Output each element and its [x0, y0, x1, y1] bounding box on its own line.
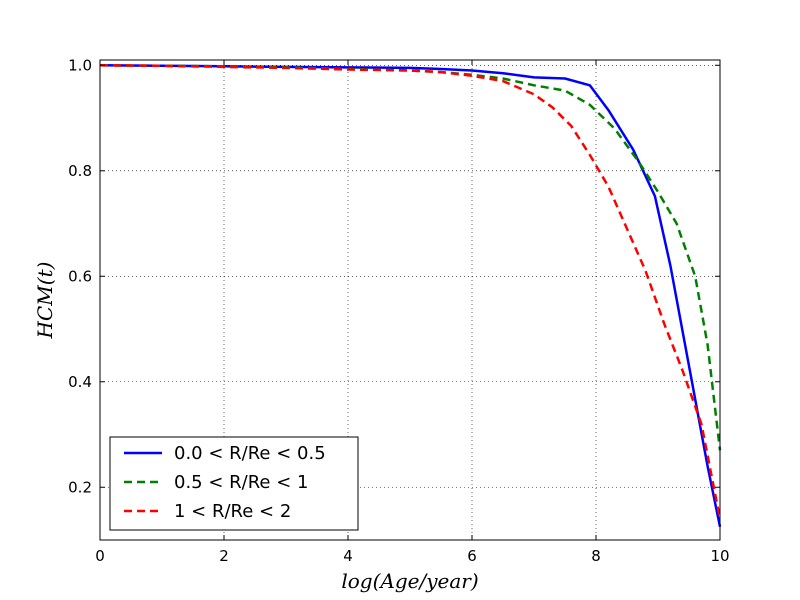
legend-label-1: 0.0 < R/Re < 0.5: [174, 443, 326, 464]
axis-labels: log(Age/year) HCM(t): [33, 262, 479, 593]
plot-area-frame: [99, 59, 721, 541]
y-tick-label: 0.8: [68, 162, 92, 180]
legend-label-2: 0.5 < R/Re < 1: [174, 472, 308, 493]
legend-label-3: 1 < R/Re < 2: [174, 501, 291, 522]
axis-ticks: 0 2 4 6 8 10 0.2 0.4 0.6 0.8 1.0: [68, 56, 729, 565]
grid: [100, 60, 720, 540]
y-tick-label: 0.6: [68, 267, 92, 285]
x-axis-label: log(Age/year): [341, 569, 478, 593]
x-tick-label: 8: [591, 547, 601, 565]
series-line-3: [99, 64, 722, 520]
x-tick-label: 6: [467, 547, 477, 565]
y-tick-label: 0.2: [68, 478, 92, 496]
x-tick-label: 0: [95, 547, 105, 565]
y-tick-label: 0.4: [68, 373, 92, 391]
y-tick-label: 1.0: [68, 56, 92, 74]
x-tick-label: 4: [343, 547, 353, 565]
x-tick-label: 10: [710, 547, 729, 565]
x-tick-label: 2: [219, 547, 229, 565]
series-lines: [99, 64, 722, 528]
legend: 0.0 < R/Re < 0.5 0.5 < R/Re < 1 1 < R/Re <…: [109, 436, 359, 531]
y-axis-label: HCM(t): [33, 262, 57, 340]
